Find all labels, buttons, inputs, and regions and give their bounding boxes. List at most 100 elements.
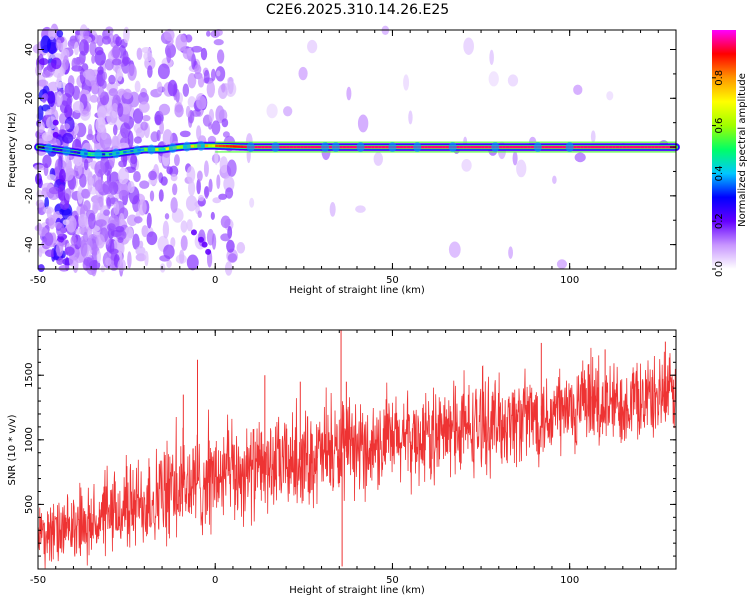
spectrogram-cell [488,71,499,87]
spectrogram-cell [42,154,52,169]
spectrogram-cell [37,121,45,133]
spectrogram-cell [163,244,175,260]
spectrogram-cell [210,211,215,220]
snr-x-tick-label: 0 [212,575,218,586]
spectrogram-cell [123,88,132,100]
spectrogram-cell [117,103,124,118]
spectrogram-cell [132,108,144,124]
spectrogram-cell [149,190,155,202]
spectrogram-cell [120,122,131,139]
spectrogram-cell [116,68,123,82]
spectrogram-ridge-knot [246,142,255,153]
spectrogram-y-tick-label: 0 [24,144,35,150]
spectrogram-cell [190,229,197,236]
spectrogram-cell [115,225,125,233]
spectrogram-cell [512,151,518,166]
spectrogram-x-tick-label: 0 [212,275,218,286]
spectrogram-cell [346,86,352,101]
spectrogram-cell [203,185,210,198]
spectrogram-cell [72,101,84,113]
spectrogram-cell [55,81,67,89]
spectrogram-ridge-knot [133,145,142,156]
spectrogram-cell [185,195,198,212]
spectrogram-cell [96,35,103,43]
spectrogram-cell [516,159,527,178]
spectrogram-cell [96,234,105,249]
spectrogram-cell [55,222,65,237]
snr-y-axis-label: SNR (10 * v/v) [7,414,18,485]
spectrogram-cell [211,120,221,135]
spectrogram-cell [89,40,97,56]
spectrogram-ridge-knot [356,142,365,153]
spectrogram-cell [48,186,61,195]
spectrogram-cell [91,54,96,64]
spectrogram-cell [143,51,153,62]
spectrogram-cell [94,160,106,178]
page-title: C2E6.2025.310.14.26.E25 [265,2,450,18]
spectrogram-cell [41,187,50,198]
spectrogram-cell [448,241,461,258]
spectrogram-cell [180,235,188,251]
spectrogram-cell [62,219,70,226]
spectrogram-cell [43,232,54,246]
spectrogram-cell [162,129,173,147]
spectrogram-cell [117,258,126,272]
spectrogram-cell [59,113,67,125]
spectrogram-cell [220,233,231,242]
spectrogram-cell [79,224,89,236]
spectrogram-cell [79,173,87,188]
spectrogram-cell [403,74,410,91]
colorbar-gradient [712,30,736,269]
spectrogram-cell [215,105,225,124]
spectrogram-cell [221,118,229,128]
spectrogram-cell [82,30,90,40]
spectrogram-cell [208,178,213,193]
spectrogram-cell [187,180,196,196]
spectrogram-cell [75,228,82,235]
spectrogram-cell [59,168,66,183]
spectrogram-cell [106,110,118,126]
spectrogram-cell [64,188,72,201]
spectrogram-cell [83,200,91,212]
spectrogram-cell [102,180,114,195]
spectrogram-cell [489,49,494,66]
spectrogram-cell [182,48,193,60]
spectrogram-cell [80,110,90,117]
spectrogram-ridge-knot [168,143,177,154]
spectrogram-cell [167,79,178,97]
snr-x-axis-label: Height of straight line (km) [289,585,425,596]
spectrogram-cell [94,46,104,56]
spectrogram-cell [164,28,175,42]
spectrogram-cell [48,27,56,40]
spectrogram-cell [115,36,122,47]
spectrogram-cell [46,207,52,220]
spectrogram-cell [221,83,226,93]
spectrogram-cell [117,236,124,244]
spectrogram-ridge-knot [321,142,330,153]
spectrogram-cell [108,88,119,97]
spectrogram-cell [120,103,131,115]
spectrogram-cell [59,199,70,210]
spectrogram-cell [508,246,513,259]
spectrogram-cell [197,75,205,88]
colorbar-ticks: 0.0 0.2 0.4 0.6 0.8 [712,70,725,277]
spectrogram-cell [200,47,208,61]
spectrogram-cell [127,64,137,81]
spectrogram-cell [196,170,203,182]
spectrogram-y-axis-label: Frequency (Hz) [7,112,18,188]
spectrogram-cell [606,91,614,101]
spectrogram-cell [174,154,180,167]
spectrogram-cell [201,241,208,248]
spectrogram-cell [463,37,474,56]
spectrogram-cell [138,101,150,113]
spectrogram-cell [127,251,132,269]
spectrogram-cell [182,83,190,97]
spectrogram-cell [164,213,170,220]
spectrogram-ridge-knot [271,142,280,153]
spectrogram-ridge-knot [182,141,191,152]
snr-x-ticks: -50 0 50 100 [30,330,677,586]
spectrogram-cell [213,39,224,46]
spectrogram-cell [208,122,213,130]
spectrogram-cell [62,55,69,71]
spectrogram-cell [127,181,135,194]
